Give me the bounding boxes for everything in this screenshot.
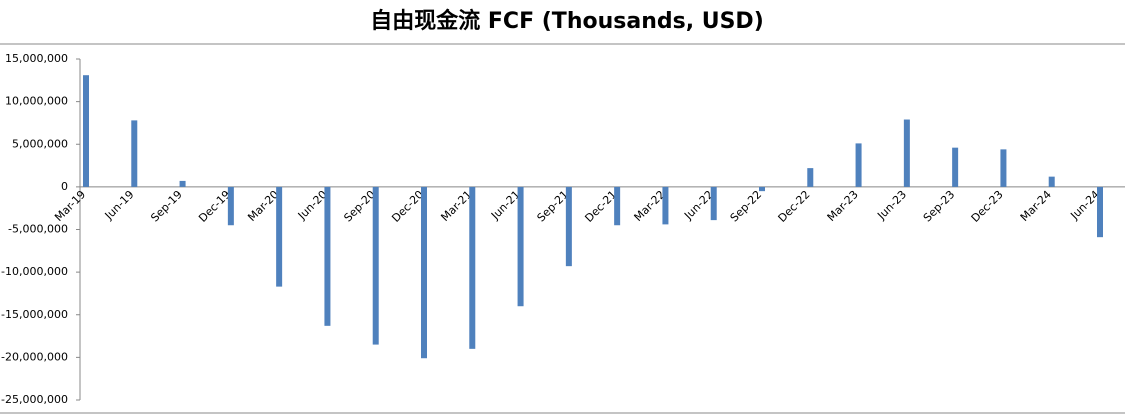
y-tick-label: -25,000,000 <box>1 393 68 406</box>
x-tick-label: Sep-19 <box>148 188 185 225</box>
y-tick-label: -10,000,000 <box>1 265 68 278</box>
x-tick-label: Jun-23 <box>874 188 909 223</box>
bar <box>131 120 138 187</box>
chart-title: 自由现金流 FCF (Thousands, USD) <box>370 8 764 34</box>
bar <box>952 147 959 187</box>
bar <box>855 143 862 187</box>
x-tick-label: Sep-23 <box>921 188 958 225</box>
x-tick-label: Jun-19 <box>102 188 137 223</box>
bar <box>1048 176 1055 187</box>
x-tick-label: Mar-22 <box>632 188 668 224</box>
y-tick-label: -15,000,000 <box>1 308 68 321</box>
bar <box>227 186 234 226</box>
bar <box>517 186 524 307</box>
bar <box>179 180 186 187</box>
x-tick-label: Dec-21 <box>582 188 619 225</box>
bar <box>710 186 717 221</box>
bar <box>83 75 89 187</box>
y-tick-label: 10,000,000 <box>5 95 68 108</box>
bar <box>469 186 476 349</box>
bar <box>807 168 814 187</box>
y-tick-label: 5,000,000 <box>12 137 68 150</box>
x-tick-label: Mar-19 <box>52 188 88 224</box>
bar <box>421 186 427 359</box>
x-tick-label: Sep-22 <box>728 188 765 225</box>
bar <box>759 186 765 192</box>
y-tick-label: -20,000,000 <box>1 350 68 363</box>
x-tick-label: Mar-20 <box>245 188 281 224</box>
bar <box>276 186 283 287</box>
x-tick-label: Sep-20 <box>341 188 378 225</box>
bar <box>1000 149 1007 187</box>
bar <box>565 186 572 267</box>
x-tick-label: Mar-21 <box>438 188 474 224</box>
x-tick-label: Mar-23 <box>825 188 861 224</box>
bar <box>903 119 910 187</box>
y-tick-label: 15,000,000 <box>5 52 68 65</box>
bar <box>1097 186 1103 238</box>
x-tick-label: Dec-23 <box>969 188 1006 225</box>
y-tick-label: -5,000,000 <box>8 223 68 236</box>
bar <box>324 186 331 326</box>
x-tick-label: Dec-20 <box>389 188 426 225</box>
x-tick-label: Sep-21 <box>535 188 572 225</box>
y-tick-label: 0 <box>61 180 68 193</box>
x-tick-label: Dec-19 <box>196 188 233 225</box>
bar <box>662 186 669 225</box>
bar <box>614 186 621 226</box>
x-tick-label: Dec-22 <box>776 188 813 225</box>
bar <box>372 186 379 345</box>
x-tick-label: Mar-24 <box>1018 188 1054 224</box>
